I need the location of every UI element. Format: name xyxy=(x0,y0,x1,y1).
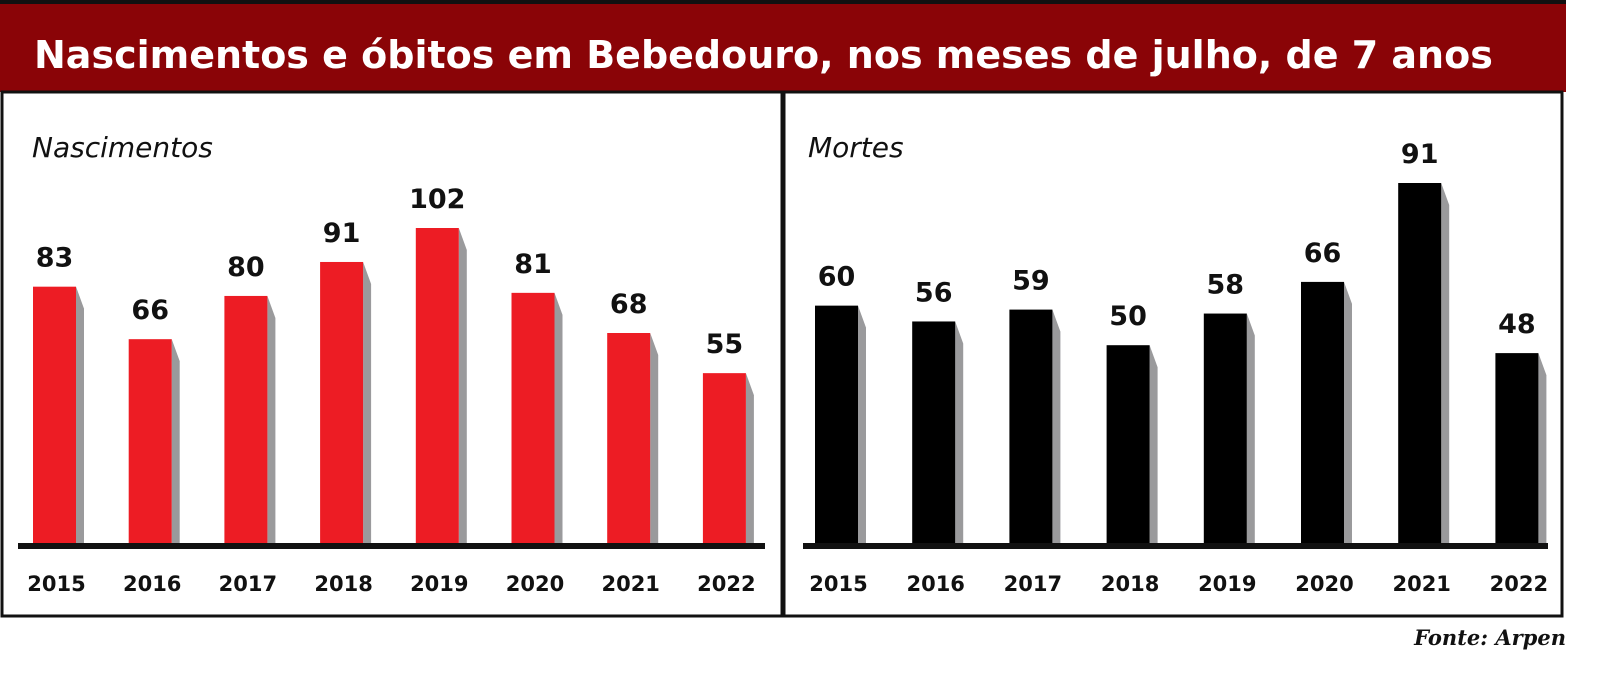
title-bar xyxy=(0,0,1566,92)
bar-shadow xyxy=(458,228,467,543)
deaths-chart: 60 2015 56 2016 59 2017 50 2018 58 2019 66 2020 91 20… xyxy=(803,139,1548,596)
year-tick-label: 2021 xyxy=(1392,572,1450,596)
value-label: 66 xyxy=(1304,238,1342,269)
bar-shadow xyxy=(171,339,180,543)
year-tick-label: 2017 xyxy=(219,572,277,596)
bar-2015 xyxy=(33,286,76,543)
bar-shadow xyxy=(76,286,84,543)
bar-2018 xyxy=(320,261,364,543)
year-tick-label: 2016 xyxy=(906,572,964,596)
year-tick-label: 2022 xyxy=(1490,572,1548,596)
value-label: 55 xyxy=(706,329,744,360)
value-label: 58 xyxy=(1207,270,1245,301)
year-tick-label: 2015 xyxy=(27,572,85,596)
births-subtitle: Nascimentos xyxy=(32,131,213,164)
bar-2018 xyxy=(1106,345,1150,543)
bar-shadow xyxy=(745,373,754,543)
bar-shadow xyxy=(955,321,964,543)
year-tick-label: 2020 xyxy=(506,572,564,596)
bar-2016 xyxy=(128,339,172,543)
value-label: 66 xyxy=(131,295,169,326)
deaths-subtitle: Mortes xyxy=(808,131,904,164)
bar-2019 xyxy=(415,228,459,543)
value-label: 68 xyxy=(610,289,648,320)
year-tick-label: 2018 xyxy=(1101,572,1159,596)
year-tick-label: 2018 xyxy=(314,572,372,596)
x-axis-baseline xyxy=(18,543,765,549)
bar-shadow xyxy=(554,292,563,543)
year-tick-label: 2020 xyxy=(1295,572,1353,596)
value-label: 81 xyxy=(514,249,552,280)
bar-2016 xyxy=(912,321,956,543)
bar-2020 xyxy=(1301,281,1344,543)
bar-shadow xyxy=(1149,345,1158,543)
bar-2020 xyxy=(511,292,555,543)
bar-2022 xyxy=(702,373,746,543)
bar-shadow xyxy=(858,305,866,543)
main-title: Nascimentos e óbitos em Bebedouro, nos m… xyxy=(34,33,1493,77)
bar-2022 xyxy=(1495,353,1539,543)
year-tick-label: 2019 xyxy=(1198,572,1256,596)
value-label: 60 xyxy=(818,262,856,293)
bar-2017 xyxy=(224,295,268,543)
bar-shadow xyxy=(1441,183,1450,543)
bar-shadow xyxy=(267,295,276,543)
value-label: 83 xyxy=(36,243,74,274)
source-note: Fonte: Arpen xyxy=(1413,625,1566,650)
year-tick-label: 2016 xyxy=(123,572,181,596)
value-label: 91 xyxy=(1401,139,1439,170)
births-panel xyxy=(0,90,784,618)
value-label: 102 xyxy=(409,184,465,215)
bar-shadow xyxy=(363,261,372,543)
year-tick-label: 2022 xyxy=(697,572,755,596)
year-tick-label: 2021 xyxy=(601,572,659,596)
year-tick-label: 2019 xyxy=(410,572,468,596)
x-axis-baseline xyxy=(803,543,1548,549)
year-tick-label: 2017 xyxy=(1004,572,1062,596)
births-chart: 83 2015 66 2016 80 2017 91 2018 102 2019 81 2020 68 2… xyxy=(18,184,765,596)
value-label: 91 xyxy=(323,218,361,249)
bar-2019 xyxy=(1203,313,1247,543)
bar-2021 xyxy=(607,333,651,543)
deaths-panel xyxy=(782,90,1564,618)
bar-shadow xyxy=(1246,313,1255,543)
value-label: 50 xyxy=(1109,301,1147,332)
bar-shadow xyxy=(650,333,659,543)
value-label: 56 xyxy=(915,277,953,308)
bar-2021 xyxy=(1398,183,1442,543)
bar-shadow xyxy=(1344,281,1352,543)
value-label: 80 xyxy=(227,252,265,283)
value-label: 59 xyxy=(1012,266,1050,297)
title-bar-top-border xyxy=(0,0,1566,4)
year-tick-label: 2015 xyxy=(809,572,867,596)
bar-shadow xyxy=(1052,309,1061,543)
value-label: 48 xyxy=(1498,309,1536,340)
bar-shadow xyxy=(1538,353,1547,543)
bar-2017 xyxy=(1009,309,1053,543)
bar-2015 xyxy=(815,305,858,543)
